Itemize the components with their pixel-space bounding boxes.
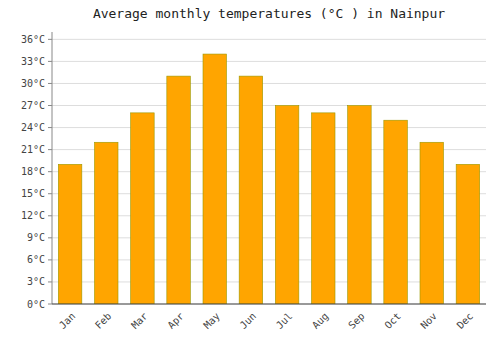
y-tick-label: 27°C bbox=[21, 100, 45, 111]
bar bbox=[420, 142, 444, 304]
x-tick-label: Jul bbox=[274, 310, 295, 331]
x-tick-label: Oct bbox=[382, 310, 403, 331]
bar bbox=[167, 76, 191, 304]
x-tick-label: Feb bbox=[93, 310, 114, 331]
bar bbox=[239, 76, 263, 304]
bar bbox=[348, 106, 372, 304]
y-tick-label: 30°C bbox=[21, 78, 45, 89]
y-tick bbox=[48, 171, 52, 172]
x-axis: Jan Feb Mar Apr May Jun Jul Aug Sep Oct Nov Dec bbox=[57, 310, 475, 331]
x-tick-label: Apr bbox=[165, 310, 186, 331]
bar bbox=[384, 120, 408, 304]
bar bbox=[311, 113, 335, 304]
x-tick-label: Jan bbox=[57, 310, 78, 331]
grid-line bbox=[52, 83, 486, 84]
x-tick-label: Dec bbox=[455, 310, 476, 331]
x-tick-label: May bbox=[201, 310, 222, 331]
y-tick-label: 18°C bbox=[21, 166, 45, 177]
x-tick-label: Nov bbox=[418, 310, 439, 331]
y-tick bbox=[48, 39, 52, 40]
grid-line bbox=[52, 105, 486, 106]
x-tick-label: Mar bbox=[129, 310, 150, 331]
y-tick-label: 9°C bbox=[27, 232, 45, 243]
bar bbox=[275, 106, 299, 304]
y-tick-label: 3°C bbox=[27, 276, 45, 287]
x-tick-label: Sep bbox=[346, 310, 367, 331]
bar bbox=[58, 164, 82, 304]
x-tick-label: Jun bbox=[238, 310, 259, 331]
chart: Average monthly temperatures (°C ) in Na… bbox=[0, 0, 500, 350]
y-tick bbox=[48, 83, 52, 84]
y-tick bbox=[48, 215, 52, 216]
y-tick-label: 15°C bbox=[21, 188, 45, 199]
y-tick bbox=[48, 105, 52, 106]
grid-line bbox=[52, 304, 486, 305]
y-tick-label: 6°C bbox=[27, 254, 45, 265]
grid bbox=[52, 39, 486, 304]
y-tick bbox=[48, 304, 52, 305]
y-tick-label: 12°C bbox=[21, 210, 45, 221]
y-tick bbox=[48, 237, 52, 238]
grid-line bbox=[52, 61, 486, 62]
y-tick bbox=[48, 61, 52, 62]
y-tick-label: 24°C bbox=[21, 122, 45, 133]
y-tick bbox=[48, 127, 52, 128]
bar bbox=[131, 113, 155, 304]
y-tick-label: 33°C bbox=[21, 56, 45, 67]
y-tick-label: 36°C bbox=[21, 34, 45, 45]
y-tick bbox=[48, 281, 52, 282]
bar bbox=[94, 142, 118, 304]
y-tick-label: 0°C bbox=[27, 299, 45, 310]
bar bbox=[203, 54, 227, 304]
bar bbox=[456, 164, 480, 304]
y-tick bbox=[48, 259, 52, 260]
y-tick bbox=[48, 193, 52, 194]
y-tick bbox=[48, 149, 52, 150]
bars bbox=[58, 54, 479, 304]
y-axis: 0°C 3°C 6°C 9°C 12°C 15°C 18°C 21°C 24°C 27°C 30°C… bbox=[21, 34, 52, 310]
y-axis-line bbox=[52, 32, 53, 304]
y-tick-label: 21°C bbox=[21, 144, 45, 155]
x-axis-line bbox=[52, 304, 486, 305]
grid-line bbox=[52, 39, 486, 40]
x-tick-label: Aug bbox=[310, 310, 331, 331]
grid-line bbox=[52, 127, 486, 128]
title: Average monthly temperatures (°C ) in Na… bbox=[93, 6, 445, 21]
